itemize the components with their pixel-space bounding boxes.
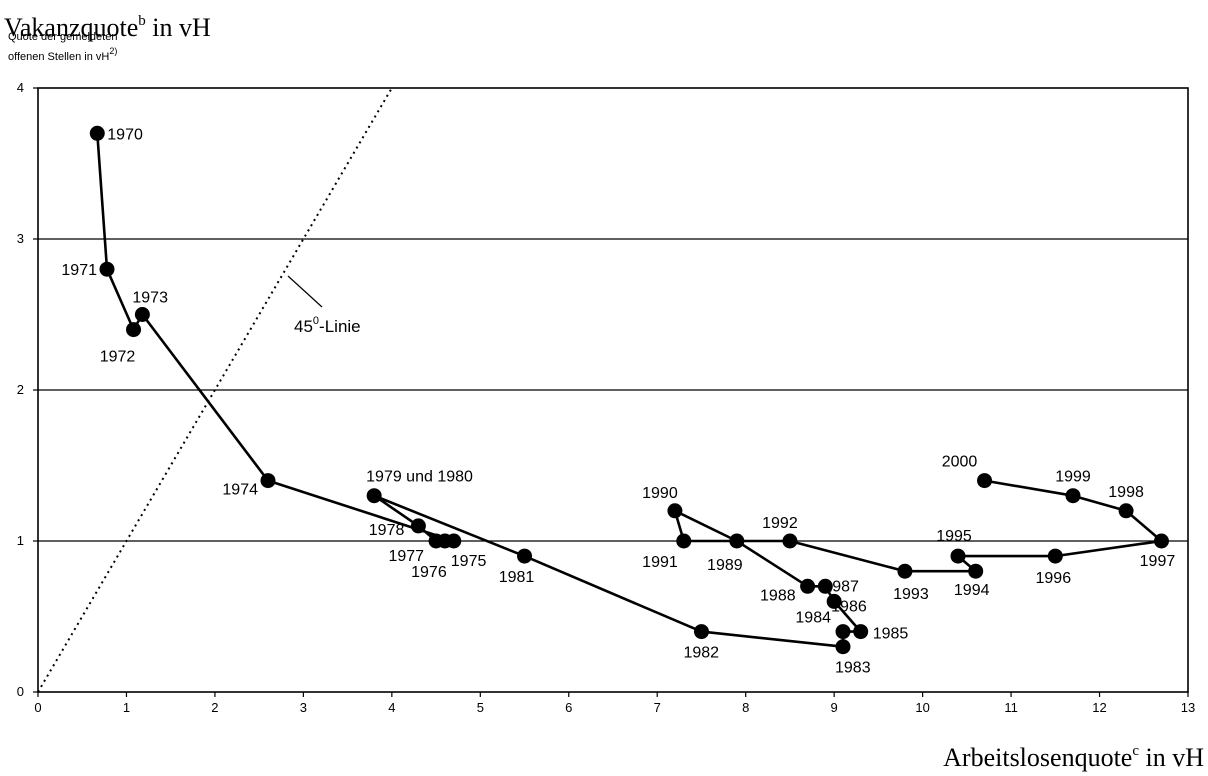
data-point-1981: [517, 548, 533, 564]
axes: [33, 87, 1189, 697]
data-point-1997: [1153, 533, 1169, 549]
x-tick-label: 13: [1181, 700, 1195, 715]
x-tick-label: 0: [34, 700, 41, 715]
x-tick-label: 4: [388, 700, 395, 715]
data-point-1998: [1118, 503, 1134, 519]
point-label-1991: 1991: [642, 554, 678, 571]
reference-line-label: 450-Linie: [294, 315, 361, 336]
data-point-1986: [826, 593, 842, 609]
x-axis-title: Arbeitslosenquotec in vH: [943, 743, 1204, 772]
point-label-1983: 1983: [835, 660, 871, 677]
x-tick-label: 12: [1092, 700, 1106, 715]
data-point-1971: [99, 261, 115, 277]
point-label-2000: 2000: [942, 454, 978, 471]
x-tick-label: 9: [831, 700, 838, 715]
point-label-1992: 1992: [762, 515, 798, 532]
y-tick-label: 2: [17, 382, 24, 397]
x-tick-label: 1: [123, 700, 130, 715]
y-axis-title: Vakanzquoteb in vH: [4, 13, 211, 42]
point-label-1972: 1972: [100, 349, 136, 366]
point-label-1999: 1999: [1055, 469, 1091, 486]
x-tick-label: 3: [300, 700, 307, 715]
data-point-1990: [667, 503, 683, 519]
point-label-1975: 1975: [451, 553, 487, 570]
data-point-1993: [897, 563, 913, 579]
data-point-1996: [1047, 548, 1063, 564]
point-label-1985: 1985: [873, 626, 909, 643]
gridlines: [38, 238, 1188, 542]
data-point-1999: [1065, 488, 1081, 504]
point-label-1994: 1994: [954, 582, 990, 599]
data-point-1972: [126, 322, 142, 338]
data-point-1995: [950, 548, 966, 564]
data-point-1987: [817, 578, 833, 594]
reference-line-45: [37, 87, 393, 693]
x-tick-label: 5: [477, 700, 484, 715]
point-label-1984: 1984: [795, 610, 831, 627]
point-label-1982: 1982: [683, 645, 719, 662]
x-tick-label: 2: [211, 700, 218, 715]
data-point-1984: [835, 624, 851, 640]
data-point-1970: [89, 125, 105, 141]
x-tick-label: 10: [915, 700, 929, 715]
series: [89, 125, 1169, 655]
data-point-1978: [410, 518, 426, 534]
point-label-1996: 1996: [1036, 570, 1072, 587]
point-label-1993: 1993: [893, 586, 929, 603]
data-point-1989: [729, 533, 745, 549]
data-point-1977: [428, 533, 444, 549]
y-tick-label: 1: [17, 533, 24, 548]
point-label-1977: 1977: [388, 548, 424, 565]
point-label-1988: 1988: [760, 587, 796, 604]
data-point-1982: [693, 624, 709, 640]
point-label-1987: 1987: [823, 578, 859, 595]
x-tick-label: 6: [565, 700, 572, 715]
point-label-1981: 1981: [499, 569, 535, 586]
point-label-1973: 1973: [132, 290, 168, 307]
y-tick-label: 0: [17, 684, 24, 699]
data-point-1991: [676, 533, 692, 549]
x-tick-label: 11: [1004, 700, 1018, 715]
data-point-1973: [134, 307, 150, 322]
y-axis-subtitle-line2: offenen Stellen in vH2): [8, 46, 117, 63]
x-tick-label: 8: [742, 700, 749, 715]
point-label-1995: 1995: [936, 528, 972, 545]
y-tick-label: 3: [17, 231, 24, 246]
x-tick-label: 7: [654, 700, 661, 715]
point-label-1998: 1998: [1108, 484, 1144, 501]
data-point-1979-und-1980: [366, 488, 382, 504]
data-point-1994: [968, 563, 984, 579]
data-point-1985: [853, 624, 869, 640]
reference-line-leader: [287, 275, 323, 308]
point-label-1974: 1974: [222, 482, 258, 499]
data-point-2000: [977, 473, 993, 489]
data-point-1974: [260, 473, 276, 489]
data-point-1988: [800, 578, 816, 594]
data-point-1992: [782, 533, 798, 549]
point-label-1978: 1978: [369, 522, 405, 539]
point-label-1990: 1990: [642, 485, 678, 502]
point-label-1971: 1971: [61, 262, 97, 279]
reference-line-45-path: [37, 87, 393, 693]
data-point-1983: [835, 639, 851, 655]
y-axis-subtitle-line1: Quote der gemeldeten: [8, 31, 117, 43]
point-label-1976: 1976: [411, 564, 447, 581]
point-label-1986: 1986: [831, 598, 867, 615]
point-label-1989: 1989: [707, 557, 743, 574]
point-label-1979-und-1980: 1979 und 1980: [366, 469, 473, 486]
y-tick-label: 4: [17, 80, 24, 95]
point-label-1970: 1970: [107, 126, 143, 143]
point-label-1997: 1997: [1140, 553, 1176, 570]
